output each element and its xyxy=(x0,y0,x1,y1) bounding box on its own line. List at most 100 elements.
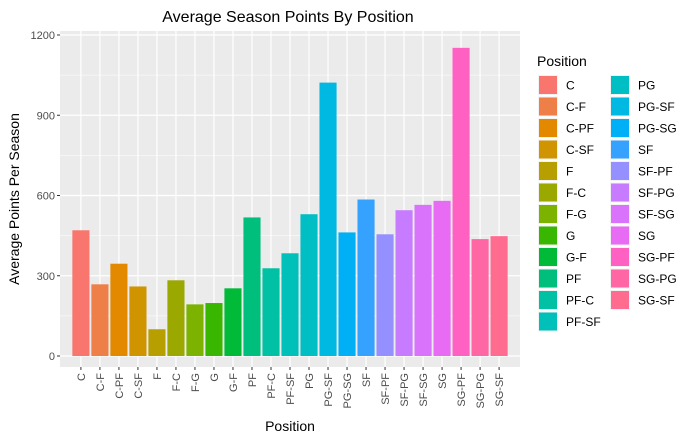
bar-pf-sf xyxy=(281,253,299,356)
y-tick-label: 1200 xyxy=(31,30,55,42)
bar-sg-pf xyxy=(452,47,470,357)
legend-title: Position xyxy=(537,53,587,69)
legend-key-c-sf xyxy=(539,140,557,159)
y-tick-label: 300 xyxy=(37,271,55,283)
legend-label: C xyxy=(566,79,575,93)
bar-g-f xyxy=(224,288,242,356)
x-tick-label: C-F xyxy=(95,373,107,392)
legend-key-f-g xyxy=(539,205,557,223)
bar-sf-sg xyxy=(414,204,432,356)
legend-label: C-PF xyxy=(566,122,594,136)
legend-label: C-SF xyxy=(566,143,594,157)
bar-pg-sg xyxy=(338,232,356,356)
bar-pf-c xyxy=(262,268,280,356)
x-tick-label: G xyxy=(209,373,221,382)
y-axis-title: Average Points Per Season xyxy=(6,113,22,285)
legend-key-c-pf xyxy=(539,119,557,137)
bar-c-pf xyxy=(110,263,128,356)
legend-label: SF-PF xyxy=(638,165,673,179)
legend-label: SF-PG xyxy=(638,186,675,200)
x-tick-label: SF-PG xyxy=(399,373,411,407)
legend-label: F-C xyxy=(566,186,586,200)
bar-g xyxy=(205,303,223,356)
bar-c xyxy=(72,230,90,356)
chart-title: Average Season Points By Position xyxy=(162,9,413,26)
legend-key-sg-pf xyxy=(611,248,629,266)
legend-label: PF-SF xyxy=(566,315,601,329)
legend-key-g xyxy=(539,226,557,245)
x-tick-label: SG-SF xyxy=(494,373,506,407)
bar-sf xyxy=(357,199,375,356)
bar-sg-sf xyxy=(490,236,508,356)
legend-key-sf-pf xyxy=(611,162,629,180)
bar-c-f xyxy=(91,284,109,356)
legend-label: SG-PG xyxy=(638,272,677,286)
x-tick-label: F-G xyxy=(190,373,202,392)
legend-key-c xyxy=(539,76,557,94)
bar-pg-sf xyxy=(319,82,337,357)
x-tick-label: SF-PF xyxy=(380,373,392,405)
legend-label: PF-C xyxy=(566,294,594,308)
bar-f-c xyxy=(167,280,185,356)
x-tick-label: C-PF xyxy=(114,373,126,399)
legend-key-pf xyxy=(539,269,557,288)
x-tick-label: F xyxy=(152,373,164,380)
x-tick-label: C-SF xyxy=(133,373,145,399)
y-tick-label: 0 xyxy=(49,351,55,363)
x-tick-label: SG-PG xyxy=(475,373,487,408)
legend-key-sg xyxy=(611,226,629,245)
y-axis: 0 300 600 900 1200 xyxy=(31,30,60,363)
legend-label: PG xyxy=(638,79,655,93)
x-axis-title: Position xyxy=(265,418,315,434)
legend-label: G-F xyxy=(566,251,587,265)
legend-label: SG xyxy=(638,229,655,243)
legend-key-g-f xyxy=(539,248,557,266)
legend-label: F xyxy=(566,165,573,179)
legend-label: C-F xyxy=(566,100,586,114)
bar-sg-pg xyxy=(471,239,489,356)
x-tick-label: PG xyxy=(304,373,316,389)
x-tick-label: SG xyxy=(437,373,449,389)
legend-key-sf-sg xyxy=(611,205,629,223)
legend-key-pf-c xyxy=(539,291,557,309)
legend-label: G xyxy=(566,229,575,243)
x-tick-label: C xyxy=(76,373,88,381)
bar-sf-pg xyxy=(395,210,413,356)
y-tick-label: 600 xyxy=(37,191,55,203)
bar-pf xyxy=(243,217,261,356)
bar-c-sf xyxy=(129,286,147,356)
legend: Position C C-F C-PF C-SF F F-C F-G G G-F PF PF-C PF… xyxy=(537,53,677,332)
legend-label: SG-PF xyxy=(638,251,675,265)
legend-key-sg-sf xyxy=(611,291,629,309)
legend-label: SG-SF xyxy=(638,294,675,308)
x-tick-label: PF-SF xyxy=(285,373,297,405)
bar-f-g xyxy=(186,304,204,356)
x-tick-label: PF-C xyxy=(266,373,278,399)
legend-key-sf-pg xyxy=(611,183,629,202)
x-tick-label: PG-SG xyxy=(342,373,354,408)
legend-key-c-f xyxy=(539,97,557,116)
legend-key-pg xyxy=(611,76,629,94)
legend-key-pf-sf xyxy=(539,312,557,331)
legend-label: SF-SG xyxy=(638,208,675,222)
legend-key-pg-sg xyxy=(611,119,629,137)
x-tick-label: SF xyxy=(361,373,373,387)
y-tick-label: 900 xyxy=(37,110,55,122)
x-tick-label: PF xyxy=(247,373,259,387)
legend-label: PG-SG xyxy=(638,122,677,136)
x-tick-label: PG-SF xyxy=(323,373,335,407)
legend-label: SF xyxy=(638,143,653,157)
x-tick-label: SF-SG xyxy=(418,373,430,407)
bar-f xyxy=(148,329,166,356)
x-tick-label: SG-PF xyxy=(456,373,468,407)
legend-key-sf xyxy=(611,140,629,159)
legend-label: PG-SF xyxy=(638,100,675,114)
bar-pg xyxy=(300,214,318,356)
legend-key-f xyxy=(539,162,557,180)
x-axis: C C-F C-PF C-SF F F-C F-G G G-F PF PF-C PF-SF PG PG-S… xyxy=(76,367,506,408)
x-tick-label: F-C xyxy=(171,373,183,391)
bars xyxy=(72,47,508,357)
bar-sg xyxy=(433,200,451,356)
